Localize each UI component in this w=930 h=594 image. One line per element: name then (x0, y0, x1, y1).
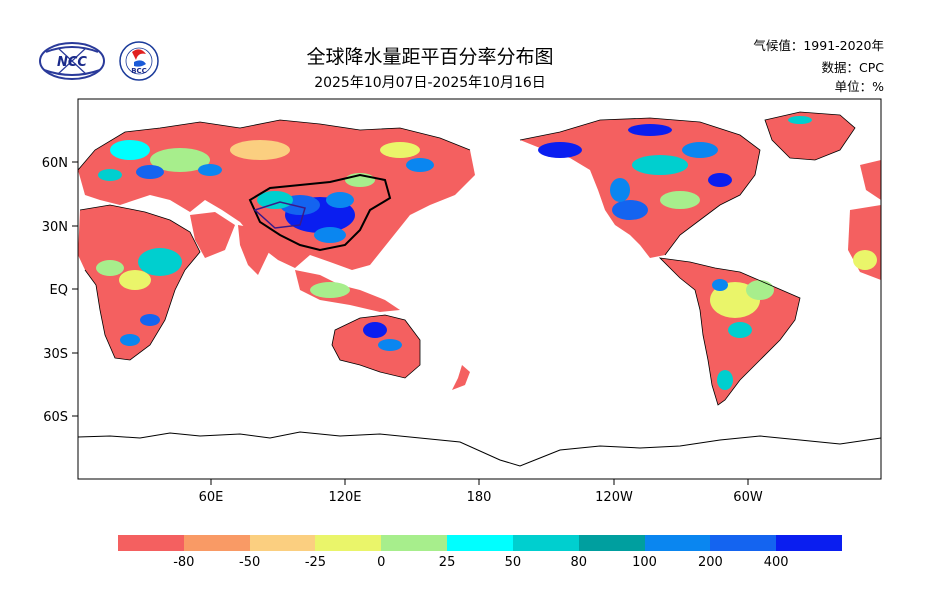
lon-label-180: 180 (467, 490, 492, 505)
bcc-logo-text: BCC (131, 67, 147, 75)
ncc-logo: NCC (39, 42, 105, 80)
legend-tick-label: 25 (438, 555, 456, 570)
legend-tick-label: 100 (632, 555, 657, 570)
legend-swatch (644, 535, 711, 551)
land-australia (332, 315, 420, 378)
land-greenland (765, 112, 855, 160)
legend-swatch (315, 535, 382, 551)
tibet-border (253, 201, 306, 229)
china-border (248, 173, 392, 252)
legend-swatch (381, 535, 448, 551)
lon-axis (210, 479, 749, 485)
legend-swatch (118, 535, 184, 551)
legend-swatch (710, 535, 777, 551)
date-range: 2025年10月07日-2025年10月16日 (314, 75, 546, 91)
lat-label-30s: 30S (43, 347, 68, 362)
climate-label: 气候值： (753, 38, 804, 53)
legend-swatch (578, 535, 645, 551)
lat-label-eq: EQ (50, 283, 68, 298)
lat-label-60s: 60S (43, 410, 68, 425)
legend-swatch (249, 535, 316, 551)
legend-swatch (512, 535, 579, 551)
legend-swatch (776, 535, 842, 551)
page-title: 全球降水量距平百分率分布图 (306, 46, 554, 68)
unit-label: 单位： (834, 79, 873, 94)
lon-label-120w: 120W (595, 490, 633, 505)
land-arabia (190, 212, 235, 258)
legend-tick-label: 200 (697, 555, 723, 570)
coastlines (78, 111, 856, 406)
legend-swatch (447, 535, 513, 551)
legend-tick-label: -80 (173, 555, 195, 570)
ncc-logo-text: NCC (57, 55, 87, 70)
lat-label-60n: 60N (42, 156, 68, 171)
legend-tick-label: 0 (377, 555, 386, 570)
legend-tick-label: -25 (304, 555, 327, 570)
lon-label-60e: 60E (199, 490, 224, 505)
land-nz (452, 365, 470, 390)
legend-tick-label: -50 (239, 555, 261, 570)
unit-value: % (872, 79, 884, 94)
unit: 单位：% (835, 76, 884, 95)
bcc-logo: BCC (119, 41, 159, 81)
lon-label-60w: 60W (733, 490, 763, 505)
legend-swatch (183, 535, 250, 551)
data-source: 数据：CPC (821, 57, 884, 76)
legend-tick-label: 400 (763, 555, 789, 570)
climate-value: 1991-2020年 (803, 38, 884, 53)
lat-axis (72, 161, 78, 417)
data-label: 数据： (821, 60, 859, 75)
wet-anomaly-patches (96, 116, 877, 390)
antarctica-coast (78, 431, 881, 467)
climate-normal: 气候值：1991-2020年 (753, 35, 884, 54)
legend-tick-label: 80 (570, 555, 587, 570)
land-europe-east-edge (860, 160, 881, 200)
lat-label-30n: 30N (42, 220, 68, 235)
legend-tick-label: 50 (504, 555, 522, 570)
legend-ticks: -80 -50 -25 0 25 50 80 100 200 400 (118, 552, 842, 576)
data-value: CPC (859, 60, 884, 75)
lon-label-120e: 120E (328, 490, 361, 505)
legend-colorbar (118, 535, 842, 551)
land-india (238, 225, 270, 275)
logo-group: NCC (38, 40, 168, 82)
